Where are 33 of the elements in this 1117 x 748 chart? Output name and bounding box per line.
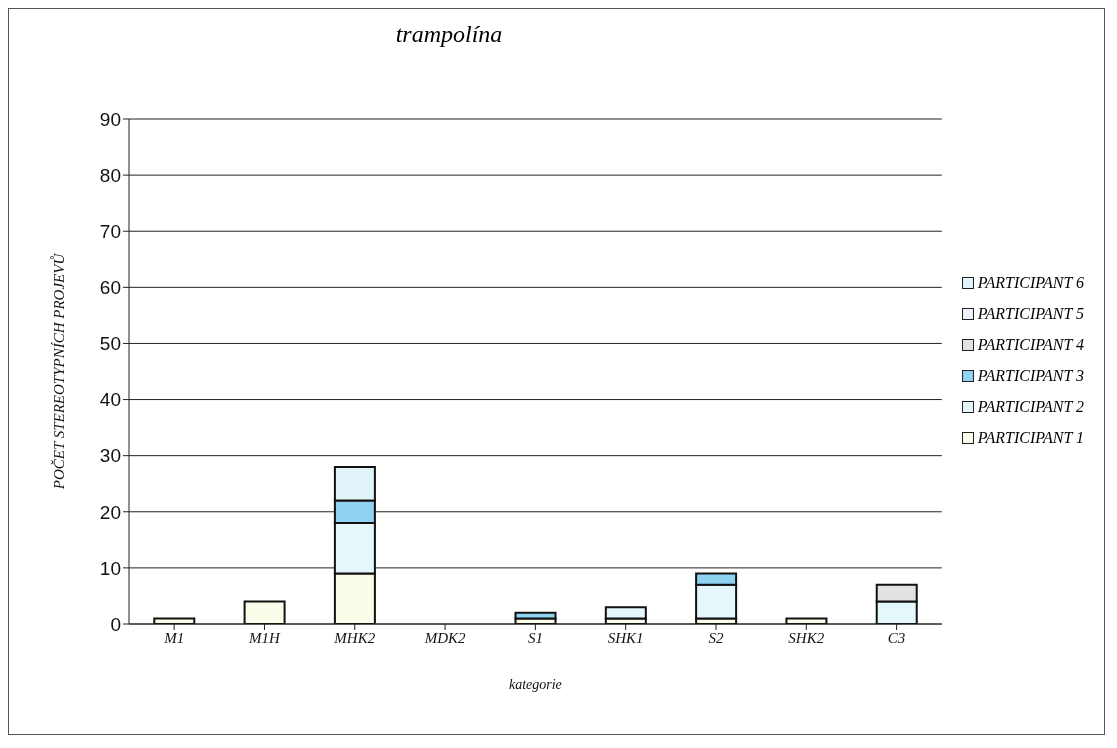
- bar: [153, 617, 196, 624]
- x-tick-label: SHK1: [607, 629, 644, 646]
- y-tick-label: 90: [99, 108, 121, 130]
- x-axis-title: kategorie: [508, 677, 562, 692]
- x-tick-label: SHK2: [788, 629, 825, 646]
- y-axis-title: POČET STEREOTYPNÍCH PROJEVŮ: [50, 252, 68, 491]
- chart-title: trampolína: [394, 21, 504, 48]
- legend-label: PARTICIPANT 3: [977, 366, 1084, 385]
- x-tick-label: C3: [887, 629, 906, 646]
- legend-label: PARTICIPANT 1: [977, 428, 1084, 447]
- y-tick-label: 50: [99, 333, 121, 355]
- x-tick-label: S2: [708, 629, 724, 646]
- bar: [243, 600, 286, 624]
- x-tick-label: MDK2: [423, 629, 466, 646]
- y-tick-label: 40: [99, 389, 121, 411]
- legend-label: PARTICIPANT 6: [977, 273, 1084, 292]
- y-tick-label: 70: [99, 220, 121, 242]
- x-tick-label: MHK2: [333, 629, 376, 646]
- y-tick-label: 80: [99, 164, 121, 186]
- bar: [604, 606, 647, 620]
- x-tick-label: M1H: [248, 629, 282, 646]
- bar: [785, 617, 828, 624]
- y-tick-label: 30: [99, 445, 121, 467]
- x-tick-label: S1: [527, 629, 543, 646]
- y-tick-label: 60: [99, 277, 121, 299]
- y-tick-label: 0: [110, 613, 121, 635]
- legend-label: PARTICIPANT 4: [977, 335, 1084, 354]
- y-tick-label: 20: [99, 501, 121, 523]
- x-tick-label: M1: [163, 629, 185, 646]
- y-tick-label: 10: [99, 557, 121, 579]
- bar: [514, 611, 557, 620]
- legend-label: PARTICIPANT 5: [977, 304, 1084, 323]
- legend-label: PARTICIPANT 2: [977, 397, 1084, 416]
